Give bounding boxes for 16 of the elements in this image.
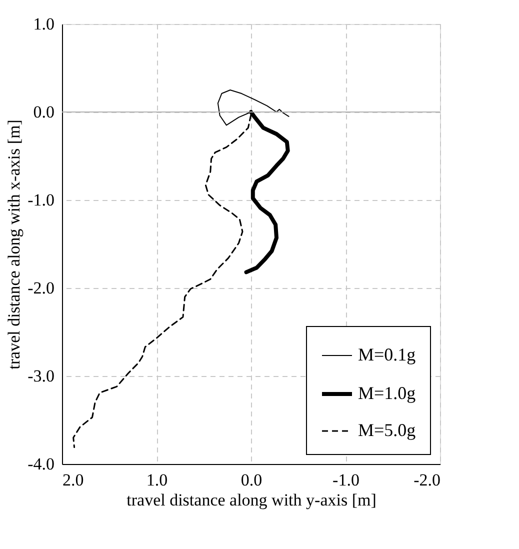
y-tick-label: 1.0	[33, 14, 54, 34]
y-tick-label: -3.0	[28, 366, 54, 386]
y-tick-label: -4.0	[28, 454, 54, 474]
x-tick-label: -2.0	[414, 470, 440, 490]
y-tick-label: 0.0	[33, 102, 54, 122]
legend-label: M=5.0g	[358, 420, 416, 440]
x-tick-label: -1.0	[332, 470, 360, 490]
x-tick-label: 1.0	[146, 470, 168, 490]
y-tick-label: -2.0	[28, 278, 54, 298]
y-tick-label: -1.0	[28, 190, 54, 210]
x-axis-title: travel distance along with y-axis [m]	[126, 490, 376, 510]
x-tick-label: 2.0	[62, 470, 84, 490]
legend-label: M=1.0g	[358, 383, 416, 403]
legend-label: M=0.1g	[358, 344, 416, 364]
x-tick-label: 0.0	[240, 470, 262, 490]
y-axis-title: travel distance along with x-axis [m]	[4, 120, 24, 370]
